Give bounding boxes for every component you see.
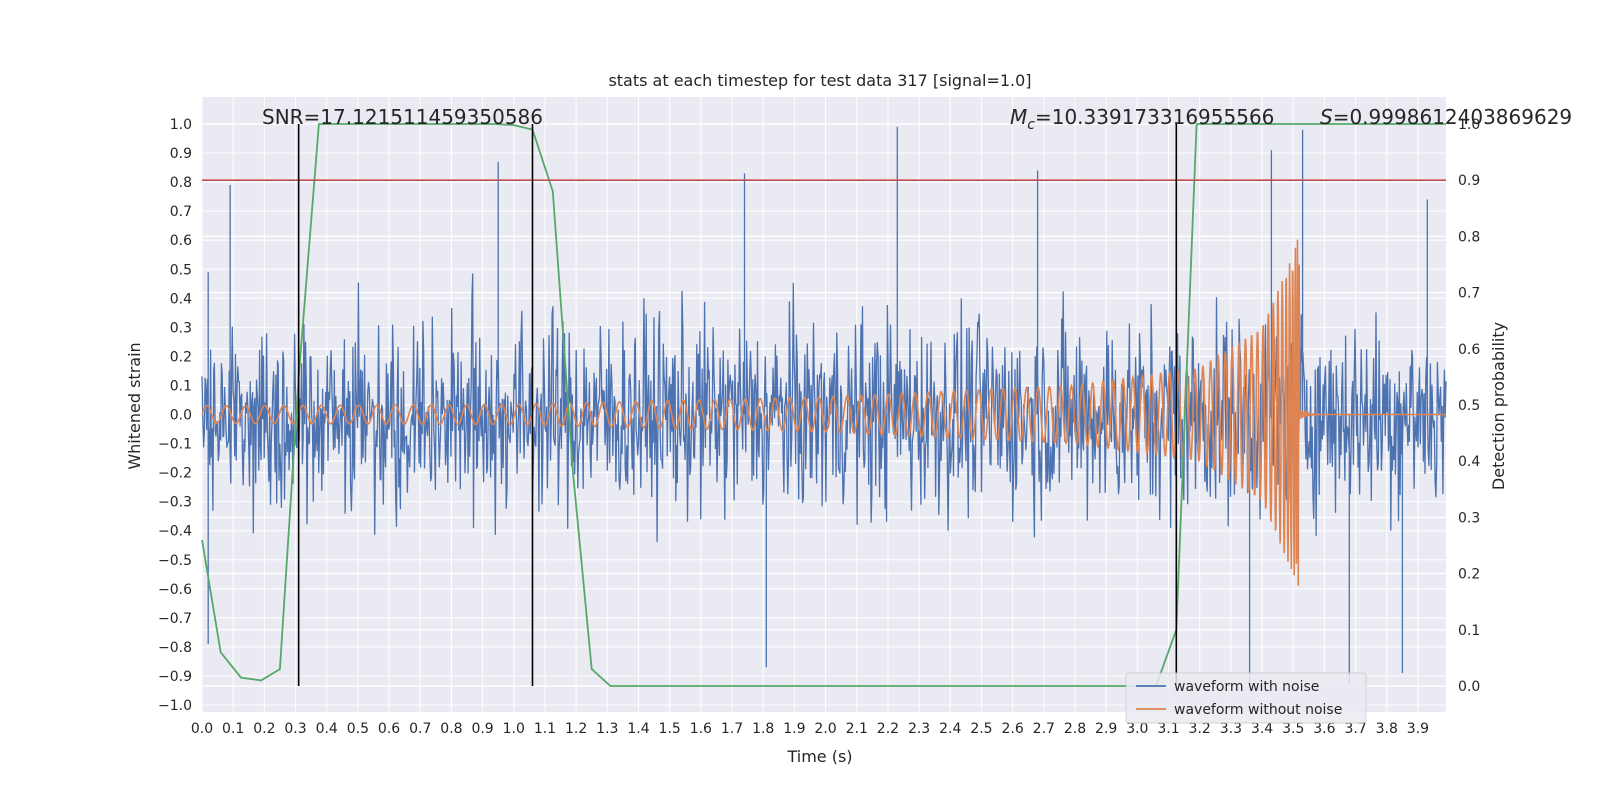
- y-tick-label: −0.6: [158, 582, 192, 598]
- x-tick-label: 0.2: [253, 721, 275, 737]
- score-annotation: S=0.9998612403869629: [1320, 105, 1572, 129]
- x-tick-label: 3.2: [1189, 721, 1211, 737]
- x-tick-label: 2.9: [1095, 721, 1117, 737]
- y-tick-label: 0.2: [170, 349, 192, 365]
- x-tick-label: 0.3: [284, 721, 306, 737]
- x-tick-label: 2.4: [939, 721, 961, 737]
- mc-symbol: M: [1010, 105, 1027, 129]
- x-tick-label: 2.6: [1001, 721, 1023, 737]
- x-tick-label: 3.8: [1376, 721, 1398, 737]
- x-tick-label: 0.0: [191, 721, 213, 737]
- chirp-mass-annotation: Mc=10.339173316955566: [1010, 105, 1274, 133]
- y2-tick-label: 0.1: [1458, 623, 1480, 639]
- y-tick-label: 0.1: [170, 378, 192, 394]
- y2-tick-label: 0.5: [1458, 398, 1480, 414]
- x-tick-label: 3.6: [1313, 721, 1335, 737]
- x-tick-label: 3.4: [1251, 721, 1273, 737]
- snr-annotation: SNR=17.121511459350586: [262, 105, 543, 129]
- x-tick-label: 1.5: [659, 721, 681, 737]
- legend-box: [1125, 672, 1367, 724]
- y-axis-label: Whitened strain: [125, 342, 144, 469]
- x-tick-label: 3.5: [1282, 721, 1304, 737]
- x-tick-label: 1.1: [534, 721, 556, 737]
- x-tick-label: 2.5: [970, 721, 992, 737]
- x-tick-label: 3.7: [1344, 721, 1366, 737]
- legend-label-noise: waveform with noise: [1174, 679, 1319, 695]
- y2-tick-label: 0.7: [1458, 286, 1480, 302]
- y-tick-label: 0.9: [170, 146, 192, 162]
- x-tick-label: 1.0: [503, 721, 525, 737]
- y-tick-label: 0.3: [170, 320, 192, 336]
- y2-tick-label: 0.4: [1458, 454, 1480, 470]
- x-tick-label: 3.3: [1220, 721, 1242, 737]
- x-tick-label: 2.8: [1064, 721, 1086, 737]
- x-tick-label: 0.8: [440, 721, 462, 737]
- y-tick-label: 0.8: [170, 175, 192, 191]
- x-tick-label: 3.9: [1407, 721, 1429, 737]
- s-symbol: S: [1320, 105, 1333, 129]
- reference-lines: [202, 124, 1446, 686]
- y2-tick-label: 0.2: [1458, 567, 1480, 583]
- x-tick-label: 1.9: [783, 721, 805, 737]
- mc-value: =10.339173316955566: [1035, 105, 1274, 129]
- y-tick-label: −1.0: [158, 698, 192, 714]
- y-tick-label: −0.4: [158, 524, 192, 540]
- x-tick-label: 0.4: [316, 721, 338, 737]
- y-tick-label: −0.8: [158, 640, 192, 656]
- y-tick-label: −0.9: [158, 669, 192, 685]
- x-tick-label: 1.3: [596, 721, 618, 737]
- x-tick-label: 0.5: [347, 721, 369, 737]
- y-tick-label: −0.1: [158, 437, 192, 453]
- mc-subscript: c: [1027, 117, 1035, 133]
- x-tick-label: 1.7: [721, 721, 743, 737]
- series-waveform-with-noise: [201, 126, 1447, 685]
- y2-axis-label: Detection probability: [1489, 322, 1508, 490]
- y-tick-label: 0.7: [170, 204, 192, 220]
- x-tick-label: 2.7: [1033, 721, 1055, 737]
- y-tick-label: −0.7: [158, 611, 192, 627]
- x-tick-label: 0.1: [222, 721, 244, 737]
- x-tick-label: 3.0: [1126, 721, 1148, 737]
- y2-tick-label: 0.3: [1458, 510, 1480, 526]
- y2-tick-label: 0.9: [1458, 173, 1480, 189]
- y2-tick-label: 0.0: [1458, 679, 1480, 695]
- s-value: =0.9998612403869629: [1333, 105, 1572, 129]
- legend: waveform with noise waveform without noi…: [1125, 672, 1367, 724]
- x-tick-label: 0.7: [409, 721, 431, 737]
- x-tick-label: 1.4: [627, 721, 649, 737]
- x-tick-label: 0.9: [471, 721, 493, 737]
- x-tick-label: 2.1: [846, 721, 868, 737]
- x-axis-label: Time (s): [786, 747, 852, 766]
- x-tick-label: 1.6: [690, 721, 712, 737]
- y2-tick-label: 0.8: [1458, 229, 1480, 245]
- x-tick-label: 1.2: [565, 721, 587, 737]
- y-tick-label: 0.5: [170, 262, 192, 278]
- series-waveform-without-noise: [201, 239, 1446, 586]
- y-tick-label: −0.5: [158, 553, 192, 569]
- x-tick-label: 0.6: [378, 721, 400, 737]
- x-tick-label: 3.1: [1157, 721, 1179, 737]
- y-tick-label: −0.2: [158, 466, 192, 482]
- y-tick-label: 1.0: [170, 117, 192, 133]
- x-tick-label: 2.2: [877, 721, 899, 737]
- y2-tick-label: 0.6: [1458, 342, 1480, 358]
- y2-tick-label: 1.0: [1458, 117, 1480, 133]
- y-tick-label: 0.6: [170, 233, 192, 249]
- chart-title: stats at each timestep for test data 317…: [608, 71, 1031, 90]
- ticks: 0.0 0.1 0.2 0.3 0.4 0.5 0.6 0.7 0.8 0.9 1.0 1.1 1.2 1…: [158, 117, 1480, 737]
- y-tick-label: −0.3: [158, 495, 192, 511]
- x-tick-label: 2.0: [814, 721, 836, 737]
- y-tick-label: 0.0: [170, 408, 192, 424]
- x-tick-label: 2.3: [908, 721, 930, 737]
- x-tick-label: 1.8: [752, 721, 774, 737]
- legend-label-clean: waveform without noise: [1174, 702, 1342, 718]
- y-tick-label: 0.4: [170, 291, 192, 307]
